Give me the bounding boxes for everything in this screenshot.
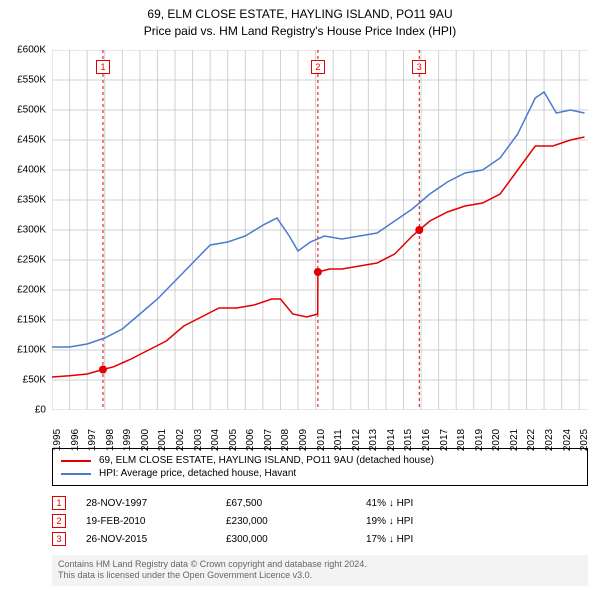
- x-axis-labels: 1995199619971998199920002001200220032004…: [52, 412, 588, 442]
- y-tick-label: £600K: [17, 45, 46, 56]
- y-tick-label: £250K: [17, 255, 46, 266]
- title-subtitle: Price paid vs. HM Land Registry's House …: [0, 23, 600, 40]
- legend-label-hpi: HPI: Average price, detached house, Hava…: [99, 468, 296, 479]
- y-tick-label: £550K: [17, 75, 46, 86]
- title-block: 69, ELM CLOSE ESTATE, HAYLING ISLAND, PO…: [0, 0, 600, 40]
- sales-date: 19-FEB-2010: [86, 516, 226, 527]
- sales-row: 1 28-NOV-1997£67,50041% ↓ HPI: [52, 496, 588, 510]
- chart-area: 1 2 3: [52, 50, 588, 410]
- sales-price: £230,000: [226, 516, 366, 527]
- title-address: 69, ELM CLOSE ESTATE, HAYLING ISLAND, PO…: [0, 6, 600, 23]
- footer: Contains HM Land Registry data © Crown c…: [52, 555, 588, 586]
- chart-svg: [52, 50, 588, 410]
- sales-marker-badge: 1: [52, 496, 66, 510]
- sales-delta: 19% ↓ HPI: [366, 516, 506, 527]
- legend-label-price: 69, ELM CLOSE ESTATE, HAYLING ISLAND, PO…: [99, 455, 434, 466]
- y-tick-label: £350K: [17, 195, 46, 206]
- sales-price: £67,500: [226, 498, 366, 509]
- y-axis-labels: £0£50K£100K£150K£200K£250K£300K£350K£400…: [0, 50, 50, 410]
- legend: 69, ELM CLOSE ESTATE, HAYLING ISLAND, PO…: [52, 448, 588, 486]
- legend-row-price: 69, ELM CLOSE ESTATE, HAYLING ISLAND, PO…: [61, 455, 579, 466]
- sales-table: 1 28-NOV-1997£67,50041% ↓ HPI 2 19-FEB-2010…: [52, 492, 588, 550]
- sales-marker-badge: 3: [52, 532, 66, 546]
- legend-swatch-hpi: [61, 473, 91, 475]
- sales-row: 2 19-FEB-2010£230,00019% ↓ HPI: [52, 514, 588, 528]
- y-tick-label: £0: [35, 405, 46, 416]
- sales-marker-badge: 2: [52, 514, 66, 528]
- sales-delta: 17% ↓ HPI: [366, 534, 506, 545]
- footer-line1: Contains HM Land Registry data © Crown c…: [58, 559, 582, 571]
- sales-row: 3 26-NOV-2015£300,00017% ↓ HPI: [52, 532, 588, 546]
- legend-swatch-price: [61, 460, 91, 462]
- y-tick-label: £100K: [17, 345, 46, 356]
- sales-date: 28-NOV-1997: [86, 498, 226, 509]
- y-tick-label: £300K: [17, 225, 46, 236]
- footer-line2: This data is licensed under the Open Gov…: [58, 570, 582, 582]
- y-tick-label: £400K: [17, 165, 46, 176]
- sale-marker-1: 1: [96, 60, 110, 74]
- y-tick-label: £150K: [17, 315, 46, 326]
- y-tick-label: £500K: [17, 105, 46, 116]
- sales-date: 26-NOV-2015: [86, 534, 226, 545]
- sales-delta: 41% ↓ HPI: [366, 498, 506, 509]
- sales-price: £300,000: [226, 534, 366, 545]
- y-tick-label: £450K: [17, 135, 46, 146]
- y-tick-label: £50K: [23, 375, 46, 386]
- chart-container: 69, ELM CLOSE ESTATE, HAYLING ISLAND, PO…: [0, 0, 600, 590]
- sale-marker-3: 3: [412, 60, 426, 74]
- sale-marker-2: 2: [311, 60, 325, 74]
- y-tick-label: £200K: [17, 285, 46, 296]
- legend-row-hpi: HPI: Average price, detached house, Hava…: [61, 468, 579, 479]
